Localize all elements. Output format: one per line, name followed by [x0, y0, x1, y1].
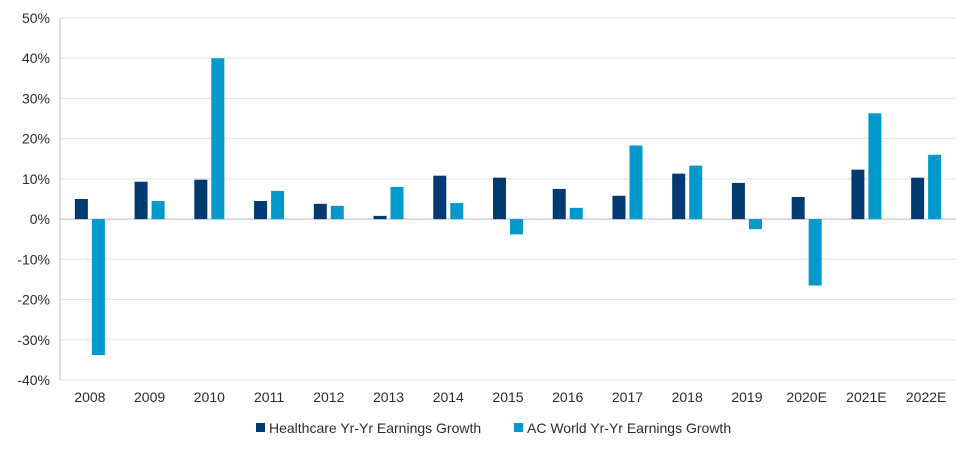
- x-tick-label: 2018: [672, 389, 703, 405]
- legend-label: AC World Yr-Yr Earnings Growth: [527, 420, 731, 436]
- x-tick-label: 2008: [74, 389, 105, 405]
- bar-acworld-2013: [390, 186, 404, 220]
- bar-healthcare-2012: [313, 203, 327, 220]
- bar-acworld-2010: [211, 58, 225, 220]
- x-tick-label: 2015: [492, 389, 523, 405]
- y-tick-label: 50%: [22, 10, 50, 26]
- x-tick-label: 2009: [134, 389, 165, 405]
- bar-acworld-2009: [151, 201, 165, 220]
- bar-acworld-2008: [91, 219, 105, 356]
- bar-acworld-2012: [330, 205, 344, 220]
- legend-swatch: [256, 423, 265, 432]
- x-tick-label: 2014: [433, 389, 464, 405]
- bars: [74, 58, 942, 356]
- bar-healthcare-2010: [194, 179, 208, 220]
- x-tick-label: 2021E: [846, 389, 886, 405]
- x-tick-label: 2019: [731, 389, 762, 405]
- bar-acworld-2016: [569, 207, 583, 220]
- y-tick-label: 10%: [22, 171, 50, 187]
- x-tick-label: 2013: [373, 389, 404, 405]
- legend-label: Healthcare Yr-Yr Earnings Growth: [269, 420, 481, 436]
- x-tick-label: 2010: [194, 389, 225, 405]
- bar-acworld-2019: [748, 219, 762, 230]
- y-tick-label: -10%: [17, 251, 50, 267]
- x-tick-label: 2011: [254, 389, 284, 405]
- y-tick-label: 0%: [30, 211, 50, 227]
- bar-healthcare-2018: [672, 173, 686, 220]
- x-tick-label: 2022E: [906, 389, 946, 405]
- bar-healthcare-2020E: [791, 196, 805, 220]
- bar-acworld-2015: [510, 219, 523, 235]
- bar-acworld-2014: [450, 203, 464, 220]
- x-tick-label: 2017: [612, 389, 643, 405]
- bar-healthcare-2021E: [851, 169, 865, 220]
- bar-acworld-2020E: [808, 219, 822, 286]
- bar-healthcare-2015: [493, 177, 506, 220]
- bar-healthcare-2011: [254, 201, 268, 220]
- bar-healthcare-2016: [552, 188, 566, 220]
- legend: Healthcare Yr-Yr Earnings Growth AC World…: [256, 420, 731, 436]
- x-tick-label: 2020E: [786, 389, 826, 405]
- bar-healthcare-2008: [74, 199, 88, 220]
- x-tick-labels: 2008 2009 2010 2011 2012 2013 2014 2015 2016 2017…: [74, 389, 946, 405]
- bar-healthcare-2019: [731, 182, 745, 220]
- bar-acworld-2011: [271, 190, 285, 220]
- bar-acworld-2022E: [928, 154, 942, 220]
- bar-healthcare-2017: [612, 195, 626, 220]
- y-tick-label: 30%: [22, 90, 50, 106]
- y-tick-label: -30%: [17, 332, 50, 348]
- x-tick-label: 2016: [552, 389, 583, 405]
- bar-healthcare-2009: [134, 181, 148, 220]
- y-tick-labels: -40% -30% -20% -10% 0% 10% 20% 30% 40% 50%: [17, 10, 50, 388]
- legend-swatch: [514, 423, 523, 432]
- y-tick-label: -20%: [17, 292, 50, 308]
- bar-acworld-2018: [689, 165, 703, 220]
- y-tick-label: -40%: [17, 372, 50, 388]
- y-tick-label: 40%: [22, 50, 50, 66]
- x-tick-label: 2012: [313, 389, 344, 405]
- axes: [59, 18, 956, 380]
- y-tick-label: 20%: [22, 131, 50, 147]
- bar-healthcare-2014: [433, 175, 447, 220]
- bar-acworld-2017: [629, 145, 643, 220]
- bar-healthcare-2022E: [911, 177, 925, 220]
- bar-acworld-2021E: [868, 113, 882, 220]
- bar-healthcare-2013: [373, 215, 387, 220]
